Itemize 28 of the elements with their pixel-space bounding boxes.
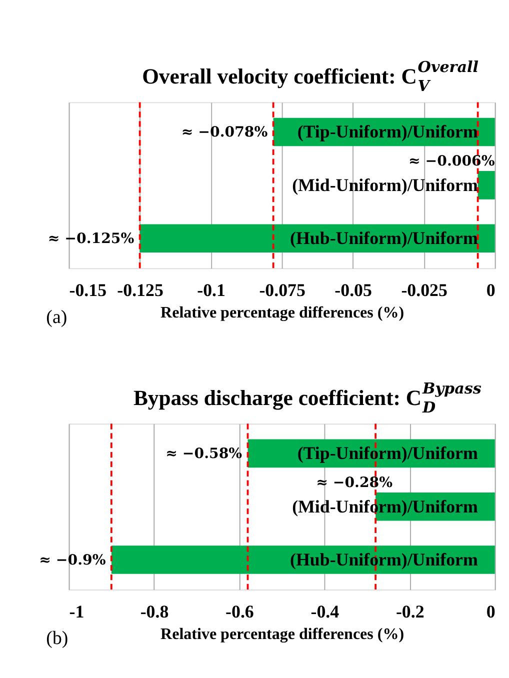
x-tick-label: -0.2 [396,601,424,622]
x-tick-label: -0.075 [259,280,306,300]
y-tick-label: (Mid-Uniform)/Uniform [292,174,478,195]
y-tick-label: (Hub-Uniform)/Uniform [290,549,478,570]
x-tick-label: -1 [69,601,84,622]
x-tick-label: -0.125 [117,280,164,300]
text: (a) [46,306,68,328]
y-tick-label: (Hub-Uniform)/Uniform [290,228,478,248]
y-tick-label: (Tip-Uniform)/Uniform [297,122,478,142]
x-axis-title: Relative percentage differences (%) [160,304,404,322]
x-tick-label: -0.1 [197,280,226,300]
text: (b) [46,628,68,650]
data-label: ≈ −0.078% [181,124,268,141]
x-tick-label: 0 [486,280,496,300]
data-label: ≈ −0.9% [39,552,106,568]
y-tick-label: (Tip-Uniform)/Uniform [297,443,478,464]
x-tick-label: -0.05 [334,280,372,300]
data-label: ≈ −0.125% [48,231,135,248]
data-label: ≈ −0.58% [166,446,243,462]
data-label: ≈ −0.006% [408,153,496,170]
x-tick-label: -0.15 [69,280,107,300]
x-tick-label: -0.4 [310,601,340,622]
data-label: ≈ −0.28% [316,474,394,491]
x-tick-label: 0 [486,601,496,622]
x-axis-title: Relative percentage differences (%) [160,626,404,644]
x-tick-label: -0.6 [226,601,254,622]
x-tick-label: -0.025 [401,280,448,300]
x-tick-label: -0.8 [140,601,169,622]
